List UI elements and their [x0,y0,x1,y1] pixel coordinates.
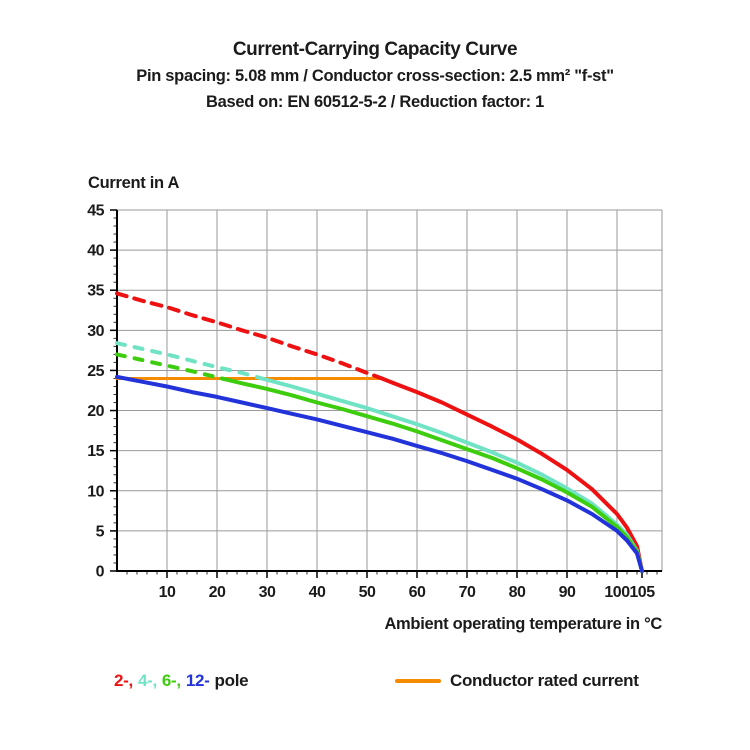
pole-legend: 2-, 4-, 6-, 12- pole [114,671,253,691]
y-tick-label-0: 0 [96,564,105,581]
chart-title: Current-Carrying Capacity Curve [232,39,518,60]
y-tick-label-10: 10 [87,483,104,500]
legend-item-4-pole: 4-, [137,671,157,690]
y-tick-label-15: 15 [87,443,104,460]
curve-6-pole-dashed [115,352,224,381]
x-tick-label-40: 40 [309,584,326,601]
y-axis-title: Current in A [88,174,180,192]
y-tick-label-30: 30 [87,323,104,340]
curve-2-pole-solid [380,376,644,573]
x-tick-label-20: 20 [209,584,226,601]
legend-pole-suffix: pole [214,671,249,690]
x-tick-label-50: 50 [359,584,376,601]
y-tick-label-20: 20 [87,403,104,420]
rated-current-label: Conductor rated current [450,671,639,690]
curve-4-pole-dashed [115,341,264,381]
x-tick-label-60: 60 [409,584,426,601]
y-tick-label-45: 45 [87,203,104,220]
curve-2-pole-dashed [115,291,384,381]
x-tick-label-70: 70 [459,584,476,601]
chart-header: Current-Carrying Capacity Curve Pin spac… [0,36,750,115]
legend-item-6-pole: 6-, [161,671,181,690]
curve-12-pole-solid [115,374,644,573]
x-tick-label-30: 30 [259,584,276,601]
x-tick-label-105: 105 [629,584,655,601]
chart-subtitle-spec: Pin spacing: 5.08 mm / Conductor cross-s… [136,67,614,85]
rated-current-line-swatch [395,679,441,683]
x-tick-label-10: 10 [159,584,176,601]
y-tick-label-5: 5 [96,523,105,540]
chart-subtitle-standard: Based on: EN 60512-5-2 / Reduction facto… [206,93,544,111]
rated-current-legend: Conductor rated current [395,671,639,691]
curve-6-pole-solid [220,376,644,573]
y-tick-label-40: 40 [87,243,104,260]
x-axis-title: Ambient operating temperature in °C [384,615,662,633]
legend-item-2-pole: 2-, [114,671,133,690]
x-tick-label-80: 80 [509,584,526,601]
x-tick-label-100: 100 [604,584,630,601]
legend-item-12-pole: 12- [185,671,210,690]
y-tick-label-25: 25 [87,363,104,380]
y-tick-label-35: 35 [87,283,104,300]
x-tick-label-90: 90 [559,584,576,601]
